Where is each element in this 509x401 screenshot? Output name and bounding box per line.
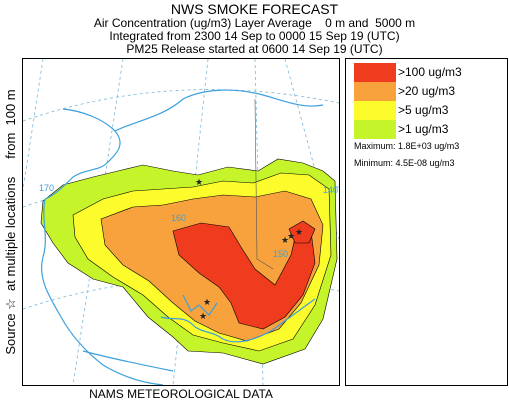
source-star-icon: ★ — [295, 228, 303, 238]
coastline — [114, 89, 324, 132]
legend-item: >5 ug/m3 — [354, 101, 504, 120]
coastlines — [41, 89, 324, 385]
band-100-ug — [172, 222, 316, 330]
border — [254, 98, 274, 270]
legend-swatch — [354, 82, 396, 101]
grid-label: 140 — [323, 185, 338, 195]
legend-label: >100 ug/m3 — [398, 65, 462, 79]
border-line — [254, 98, 274, 270]
integration-period: Integrated from 2300 14 Sep to 0000 15 S… — [109, 29, 400, 43]
coastline — [44, 108, 121, 200]
release-info: PM25 Release started at 0600 14 Sep 19 (… — [126, 42, 383, 56]
latitude-line — [23, 89, 339, 122]
legend-label: >20 ug/m3 — [398, 84, 456, 98]
source-star-icon: ★ — [203, 298, 211, 308]
legend-swatch — [354, 120, 396, 139]
grid-label: 160 — [171, 213, 186, 223]
data-source-footer: NAMS METEOROLOGICAL DATA — [89, 387, 273, 401]
grid-label: 150 — [273, 249, 288, 259]
source-side-label: Source ☆ at multiple locations from 100 … — [3, 89, 18, 355]
legend-item: >20 ug/m3 — [354, 82, 504, 101]
band-100-ug — [288, 220, 316, 244]
source-star-icon: ★ — [281, 236, 289, 246]
map-panel: 170 160 150 140 ★ ★ ★ ★ ★ ★ — [22, 58, 340, 386]
concentration-subtitle: Air Concentration (ug/m3) Layer Average … — [93, 16, 416, 30]
smoke-map: 170 160 150 140 ★ ★ ★ ★ ★ ★ — [23, 59, 339, 385]
maximum-value: Maximum: 1.8E+03 ug/m3 — [354, 141, 460, 151]
legend-item: >100 ug/m3 — [354, 63, 504, 82]
coastline — [160, 298, 316, 343]
coastline — [41, 198, 164, 385]
grid-label: 170 — [39, 183, 54, 193]
legend-label: >1 ug/m3 — [398, 122, 449, 136]
smoke-plume — [40, 158, 338, 365]
legend-label: >5 ug/m3 — [398, 103, 449, 117]
legend-swatch — [354, 101, 396, 120]
coastline — [82, 350, 174, 372]
minimum-value: Minimum: 4.5E-08 ug/m3 — [354, 158, 455, 168]
coastline — [182, 294, 218, 316]
map-title: NWS SMOKE FORECAST — [170, 1, 339, 17]
longitude-line — [23, 59, 44, 193]
legend-item: >1 ug/m3 — [354, 120, 504, 139]
legend-swatch — [354, 63, 396, 82]
legend-panel: >100 ug/m3 >20 ug/m3 >5 ug/m3 >1 ug/m3 M… — [345, 58, 508, 386]
source-markers: ★ ★ ★ ★ ★ ★ — [195, 178, 303, 322]
source-star-icon: ★ — [287, 232, 295, 242]
source-star-icon: ★ — [195, 178, 203, 188]
source-star-icon: ★ — [199, 312, 207, 322]
